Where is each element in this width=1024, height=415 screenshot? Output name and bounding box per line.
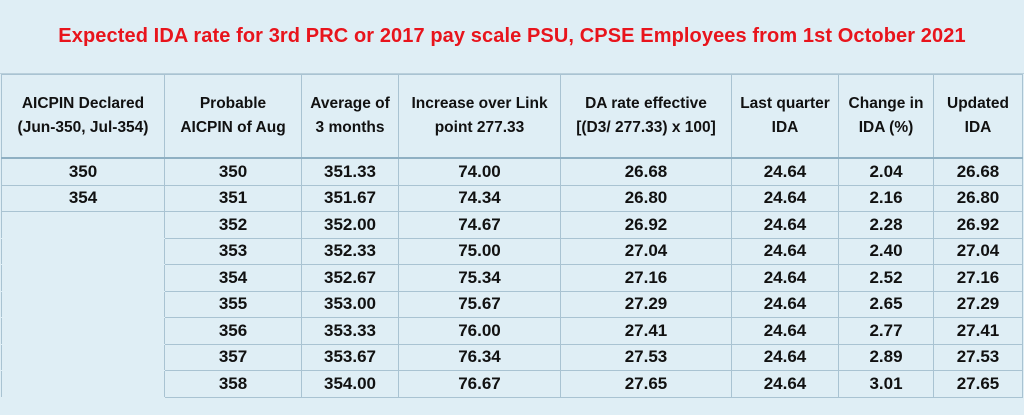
header-updated-ida: Updated IDA [933, 74, 1023, 159]
table-row: 356 353.33 76.00 27.41 24.64 2.77 27.41 [1, 317, 1023, 345]
table-row: 355 353.00 75.67 27.29 24.64 2.65 27.29 [1, 290, 1023, 318]
ida-table: AICPIN Declared (Jun-350, Jul-354) Probab… [1, 74, 1023, 398]
cell-declared: 354 [1, 184, 165, 212]
header-row: AICPIN Declared (Jun-350, Jul-354) Probab… [1, 74, 1023, 159]
header-increase: Increase over Link point 277.33 [398, 74, 561, 159]
cell-change: 2.65 [838, 290, 934, 318]
cell-probable: 353 [164, 237, 302, 265]
cell-average: 352.00 [301, 211, 399, 239]
cell-probable: 355 [164, 290, 302, 318]
cell-updated: 26.68 [933, 157, 1023, 186]
cell-last-ida: 24.64 [731, 343, 839, 371]
cell-change: 2.77 [838, 317, 934, 345]
cell-average: 353.67 [301, 343, 399, 371]
table-row: 357 353.67 76.34 27.53 24.64 2.89 27.53 [1, 343, 1023, 371]
cell-da-rate: 27.29 [560, 290, 732, 318]
cell-declared [1, 343, 165, 371]
cell-change: 3.01 [838, 370, 934, 398]
cell-last-ida: 24.64 [731, 211, 839, 239]
cell-increase: 75.00 [398, 237, 561, 265]
header-average: Average of 3 months [301, 74, 399, 159]
cell-last-ida: 24.64 [731, 370, 839, 398]
header-aicpin-declared: AICPIN Declared (Jun-350, Jul-354) [1, 74, 165, 159]
cell-last-ida: 24.64 [731, 157, 839, 186]
cell-last-ida: 24.64 [731, 237, 839, 265]
cell-probable: 351 [164, 184, 302, 212]
cell-declared [1, 290, 165, 318]
cell-increase: 74.67 [398, 211, 561, 239]
cell-declared [1, 264, 165, 292]
cell-probable: 352 [164, 211, 302, 239]
cell-increase: 76.00 [398, 317, 561, 345]
header-change-in-ida: Change in IDA (%) [838, 74, 934, 159]
cell-declared [1, 370, 165, 398]
cell-increase: 76.67 [398, 370, 561, 398]
cell-increase: 74.00 [398, 157, 561, 186]
cell-declared [1, 317, 165, 345]
cell-increase: 76.34 [398, 343, 561, 371]
cell-updated: 26.92 [933, 211, 1023, 239]
cell-declared [1, 237, 165, 265]
cell-average: 352.67 [301, 264, 399, 292]
cell-da-rate: 26.80 [560, 184, 732, 212]
cell-average: 353.00 [301, 290, 399, 318]
cell-updated: 27.65 [933, 370, 1023, 398]
cell-average: 351.67 [301, 184, 399, 212]
cell-change: 2.28 [838, 211, 934, 239]
cell-average: 352.33 [301, 237, 399, 265]
header-probable-aicpin: Probable AICPIN of Aug [164, 74, 302, 159]
header-last-quarter-ida: Last quarter IDA [731, 74, 839, 159]
cell-average: 351.33 [301, 157, 399, 186]
cell-probable: 358 [164, 370, 302, 398]
cell-da-rate: 26.68 [560, 157, 732, 186]
table-row: 354 352.67 75.34 27.16 24.64 2.52 27.16 [1, 264, 1023, 292]
cell-da-rate: 27.04 [560, 237, 732, 265]
cell-change: 2.16 [838, 184, 934, 212]
cell-updated: 26.80 [933, 184, 1023, 212]
cell-da-rate: 27.65 [560, 370, 732, 398]
cell-probable: 350 [164, 157, 302, 186]
page-title: Expected IDA rate for 3rd PRC or 2017 pa… [0, 0, 1024, 74]
cell-change: 2.52 [838, 264, 934, 292]
cell-updated: 27.29 [933, 290, 1023, 318]
cell-da-rate: 26.92 [560, 211, 732, 239]
table-row: 350 350 351.33 74.00 26.68 24.64 2.04 26… [1, 157, 1023, 186]
cell-increase: 75.34 [398, 264, 561, 292]
cell-updated: 27.04 [933, 237, 1023, 265]
cell-da-rate: 27.53 [560, 343, 732, 371]
cell-probable: 357 [164, 343, 302, 371]
cell-last-ida: 24.64 [731, 317, 839, 345]
cell-change: 2.89 [838, 343, 934, 371]
table-row: 358 354.00 76.67 27.65 24.64 3.01 27.65 [1, 370, 1023, 398]
cell-updated: 27.53 [933, 343, 1023, 371]
cell-da-rate: 27.41 [560, 317, 732, 345]
cell-probable: 356 [164, 317, 302, 345]
cell-updated: 27.41 [933, 317, 1023, 345]
cell-da-rate: 27.16 [560, 264, 732, 292]
cell-increase: 75.67 [398, 290, 561, 318]
table-row: 352 352.00 74.67 26.92 24.64 2.28 26.92 [1, 211, 1023, 239]
cell-last-ida: 24.64 [731, 184, 839, 212]
cell-declared: 350 [1, 157, 165, 186]
cell-increase: 74.34 [398, 184, 561, 212]
cell-last-ida: 24.64 [731, 290, 839, 318]
cell-average: 353.33 [301, 317, 399, 345]
cell-probable: 354 [164, 264, 302, 292]
cell-average: 354.00 [301, 370, 399, 398]
cell-change: 2.04 [838, 157, 934, 186]
table-row: 353 352.33 75.00 27.04 24.64 2.40 27.04 [1, 237, 1023, 265]
header-da-rate: DA rate effective [(D3/ 277.33) x 100] [560, 74, 732, 159]
table-row: 354 351 351.67 74.34 26.80 24.64 2.16 26… [1, 184, 1023, 212]
cell-last-ida: 24.64 [731, 264, 839, 292]
cell-declared [1, 211, 165, 239]
cell-updated: 27.16 [933, 264, 1023, 292]
cell-change: 2.40 [838, 237, 934, 265]
